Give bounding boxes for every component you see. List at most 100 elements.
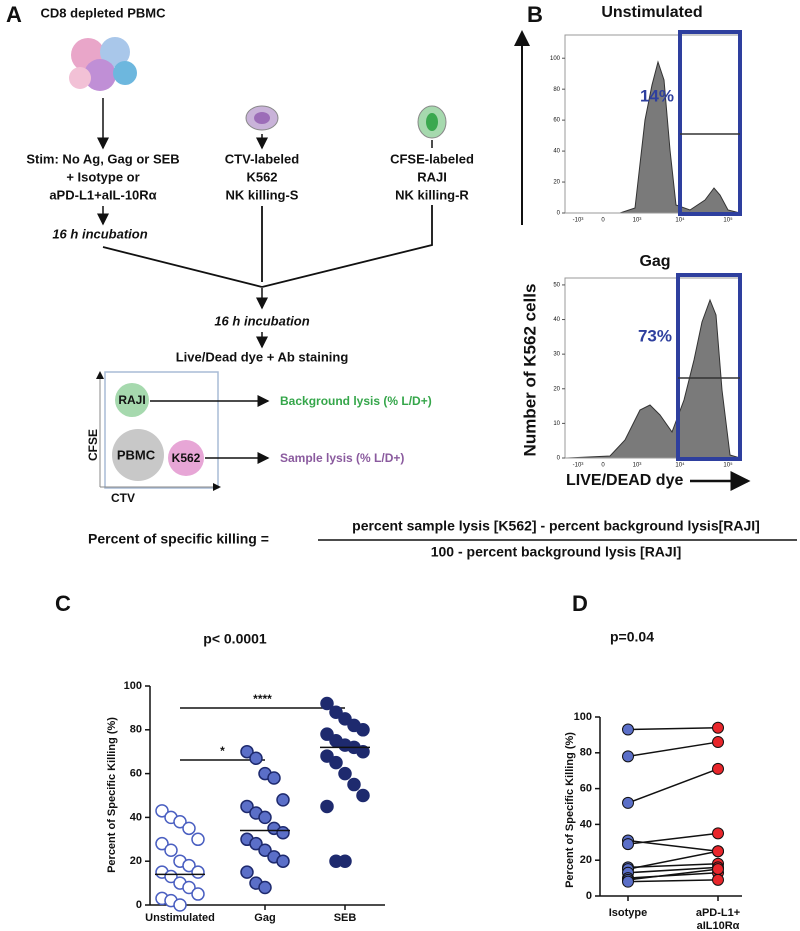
chart-title: p=0.04 (610, 629, 654, 645)
y-tick-label: 40 (553, 149, 560, 155)
y-tick-label: 40 (130, 811, 142, 823)
data-point (267, 771, 281, 785)
y-tick-label: 20 (580, 854, 592, 866)
y-axis-label: Percent of Specific Killing (%) (564, 732, 576, 888)
data-point (173, 815, 187, 829)
pair-line (627, 741, 719, 758)
significance-label: **** (253, 692, 272, 706)
data-point (622, 838, 634, 851)
data-point (276, 793, 290, 807)
data-point (191, 887, 205, 901)
cfse-line: RAJI (417, 169, 447, 184)
pair-line (627, 866, 719, 874)
data-point (712, 845, 724, 858)
data-point (320, 727, 334, 741)
gate-label: 73% (638, 326, 672, 345)
cfse-line: NK killing-R (395, 187, 469, 202)
data-point (338, 712, 352, 726)
ctv-axis: CTV (111, 491, 135, 505)
x-tick-label: 10³ (633, 218, 642, 224)
y-tick-label: 30 (553, 352, 560, 358)
staining-label: Live/Dead dye + Ab staining (176, 349, 349, 364)
y-tick-label: 20 (130, 855, 142, 867)
y-axis-label: Percent of Specific Killing (%) (106, 717, 118, 873)
y-tick-label: 0 (136, 899, 142, 911)
y-tick-label: 80 (553, 87, 560, 93)
y-tick-label: 60 (580, 783, 592, 795)
data-point (338, 766, 352, 781)
plot-title: Gag (639, 253, 670, 270)
raji-label: RAJI (118, 393, 145, 407)
data-point (347, 777, 361, 792)
data-point (622, 723, 634, 736)
data-point (712, 721, 724, 734)
x-tick-label: Unstimulated (145, 912, 215, 924)
data-point (249, 836, 263, 851)
data-point (712, 762, 724, 775)
y-tick-label: 80 (580, 747, 592, 759)
source-label: CD8 depleted PBMC (41, 5, 167, 20)
data-point (622, 750, 634, 763)
k562-label: K562 (172, 451, 201, 465)
pair-line (627, 768, 719, 804)
data-point (182, 858, 196, 873)
formula-denominator: 100 - percent background lysis [RAJI] (431, 544, 682, 560)
sample-label: Sample lysis (% L/D+) (280, 451, 404, 465)
data-point (329, 755, 343, 770)
x-tick-label: -10³ (573, 218, 584, 224)
x-tick-label: -10³ (573, 463, 584, 469)
data-point (258, 843, 272, 857)
y-tick-label: 20 (553, 180, 560, 186)
cfse-line: CFSE-labeled (390, 151, 474, 166)
stim-line: Stim: No Ag, Gag or SEB (26, 151, 179, 166)
data-point (356, 723, 370, 737)
data-point (712, 873, 724, 886)
data-point (320, 696, 334, 711)
histogram-illustration (566, 298, 741, 459)
panel-a: A CD8 depleted PBMC Stim: No Ag, Gag or … (6, 2, 474, 505)
ctv-line: K562 (246, 169, 277, 184)
x-tick-label: 10³ (633, 463, 642, 469)
data-point (622, 875, 634, 888)
x-tick-label: 10⁴ (675, 462, 685, 469)
data-point (276, 825, 290, 840)
data-point (320, 799, 334, 814)
data-point (191, 832, 205, 847)
data-point (164, 843, 178, 857)
pair-line (627, 871, 719, 879)
data-point (182, 880, 196, 895)
data-point (240, 799, 254, 814)
x-tick-label: 10⁴ (675, 217, 685, 224)
pbmc-label: PBMC (117, 447, 156, 462)
ctv-line: CTV-labeled (225, 151, 299, 166)
x-tick-label: 10⁵ (723, 217, 733, 224)
data-point (249, 751, 263, 766)
panel-b: B Number of K562 cells LIVE/DEAD dye (514, 2, 751, 491)
y-tick-label: 50 (553, 283, 560, 289)
data-point (329, 705, 343, 720)
incubation-label: 16 h incubation (214, 313, 309, 328)
x-axis-label: LIVE/DEAD dye (566, 472, 683, 489)
pair-line (627, 868, 719, 881)
data-point (622, 796, 634, 809)
y-tick-label: 40 (580, 818, 592, 830)
x-tick-label: Isotype (609, 907, 648, 919)
y-axis-label: Number of K562 cells (520, 284, 539, 457)
formula-lhs: Percent of specific killing = (88, 531, 269, 547)
y-tick-label: 100 (550, 56, 561, 62)
y-tick-label: 0 (557, 456, 561, 462)
panel-label: C (55, 591, 71, 616)
data-point (712, 736, 724, 749)
cell-cluster (69, 37, 137, 91)
x-tick-label: aPD-L1+ (696, 907, 740, 919)
gate (676, 273, 742, 461)
y-tick-label: 100 (574, 711, 592, 723)
data-point (712, 827, 724, 840)
y-tick-label: 60 (553, 118, 560, 124)
y-tick-label: 60 (130, 768, 142, 780)
x-tick-label: SEB (334, 912, 357, 924)
data-point (240, 865, 254, 879)
panel-label: D (572, 591, 588, 616)
formula: Percent of specific killing = percent sa… (88, 518, 797, 560)
plot-title: Unstimulated (601, 4, 702, 21)
